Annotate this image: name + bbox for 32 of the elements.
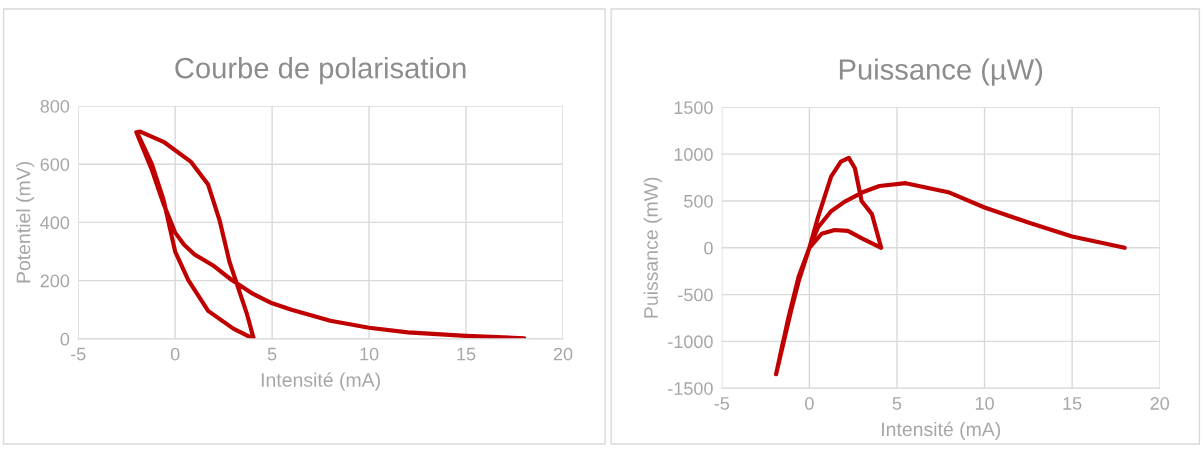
y-tick-label: -1000 bbox=[668, 335, 713, 349]
x-tick-label: 0 bbox=[170, 347, 180, 361]
line-series bbox=[774, 155, 1127, 377]
x-tick-label: 20 bbox=[553, 347, 573, 361]
chart-title: Courbe de polarisation bbox=[175, 57, 466, 85]
y-axis-title: Puissance (mW) bbox=[643, 177, 662, 318]
chart-title: Puissance (µW) bbox=[839, 58, 1043, 86]
y-tick-label: 500 bbox=[684, 194, 713, 208]
y-tick-label: 200 bbox=[40, 274, 70, 288]
y-tick-label: 600 bbox=[40, 158, 70, 171]
y-tick-label: 0 bbox=[704, 241, 713, 255]
y-tick-label: 400 bbox=[40, 216, 70, 230]
x-tick-label: 5 bbox=[267, 347, 277, 361]
y-tick-label: 800 bbox=[40, 99, 70, 113]
y-tick-label: 1500 bbox=[674, 101, 713, 115]
x-tick-label: 15 bbox=[457, 347, 476, 361]
x-tick-label: 10 bbox=[360, 347, 379, 361]
x-tick-label: 15 bbox=[1063, 397, 1082, 410]
y-tick-label: 1000 bbox=[674, 148, 713, 161]
x-tick-label: 10 bbox=[975, 397, 994, 410]
x-tick-label: -5 bbox=[70, 347, 86, 361]
line-series bbox=[134, 129, 527, 339]
x-tick-label: 5 bbox=[892, 397, 902, 410]
x-axis-title: Intensité (mA) bbox=[882, 421, 1001, 441]
y-tick-label: -1500 bbox=[668, 382, 713, 395]
x-tick-label: 20 bbox=[1150, 397, 1170, 410]
x-axis-title: Intensité (mA) bbox=[261, 372, 380, 391]
x-tick-label: -5 bbox=[714, 397, 730, 410]
x-tick-label: 0 bbox=[805, 397, 814, 410]
y-tick-label: 0 bbox=[60, 332, 70, 346]
y-tick-label: -500 bbox=[678, 288, 713, 302]
y-axis-title: Potentiel (mV) bbox=[16, 162, 35, 283]
